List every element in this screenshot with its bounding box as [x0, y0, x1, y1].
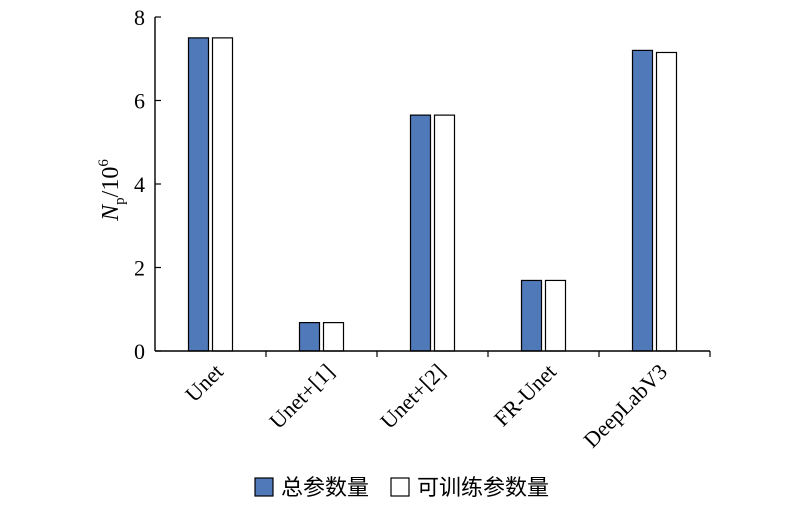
legend-swatch-1	[390, 477, 410, 497]
y-tick-label: 4	[134, 172, 145, 197]
y-tick-label: 6	[134, 89, 145, 114]
x-tick-label: Unet	[180, 359, 228, 407]
legend: 总参数量 可训练参数量	[254, 476, 549, 501]
y-tick-label: 8	[134, 5, 145, 30]
y-axis-label-main: N	[98, 203, 124, 222]
bar-trainable-1	[322, 322, 345, 352]
y-axis-label-sub: p	[112, 197, 128, 205]
bar-trainable-2	[433, 114, 456, 352]
bar-total-3	[520, 279, 543, 352]
y-axis-label-rest: /10	[98, 167, 124, 198]
bar-total-1	[298, 322, 321, 352]
plot-area: Unet Unet+[1] Unet+[2] FR-Unet DeepLabV3 0 2 4 6…	[134, 5, 711, 453]
bar-trainable-4	[655, 51, 678, 352]
bar-total-0	[187, 37, 210, 352]
x-tick-label: DeepLabV3	[578, 359, 672, 453]
bar-total-4	[631, 49, 654, 352]
y-axis-label: Np/106	[96, 159, 128, 222]
x-tick-label: FR-Unet	[489, 359, 561, 431]
y-tick-label: 0	[134, 339, 145, 364]
x-tick-label: Unet+[2]	[375, 359, 450, 434]
x-tick-label: Unet+[1]	[264, 359, 339, 434]
y-axis-label-sup: 6	[96, 159, 112, 167]
bar-trainable-0	[211, 37, 234, 352]
legend-swatch-0	[254, 477, 274, 497]
y-tick-label: 2	[134, 256, 145, 281]
svg-text:Np/106: Np/106	[96, 159, 128, 222]
bar-trainable-3	[544, 279, 567, 352]
legend-label-0: 总参数量	[281, 476, 369, 501]
bar-total-2	[409, 114, 432, 352]
legend-label-1: 可训练参数量	[417, 476, 549, 501]
